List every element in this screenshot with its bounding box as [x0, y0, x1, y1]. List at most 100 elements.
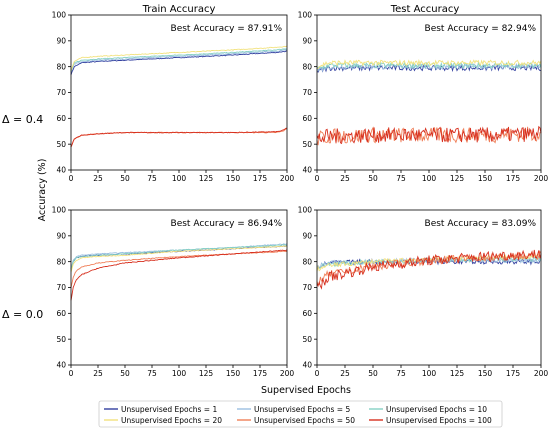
y-axis-label: Accuracy (%) [37, 159, 48, 222]
y-tick-label: 60 [56, 309, 66, 318]
y-tick-label: 100 [298, 206, 313, 215]
series-line-6 [70, 127, 288, 147]
x-tick-label: 175 [506, 369, 521, 378]
panel-train-row1: 0 25 50 75 100 125 150 175 200 40 50 60 70 80 90 100 Bes… [52, 11, 295, 183]
x-tick-label: 100 [172, 369, 187, 378]
legend-entry-10: Unsupervised Epochs = 10 [369, 405, 487, 414]
series-line-6 [70, 249, 288, 301]
y-tick-label: 90 [56, 36, 66, 45]
legend-label-50: Unsupervised Epochs = 50 [254, 416, 355, 425]
x-tick-label: 125 [199, 174, 214, 183]
x-tick-label: 100 [172, 174, 187, 183]
x-tick-label: 75 [147, 369, 157, 378]
legend-label-10: Unsupervised Epochs = 10 [386, 405, 487, 414]
legend-entry-100: Unsupervised Epochs = 100 [369, 416, 492, 425]
x-tick-label: 75 [147, 174, 157, 183]
panel-train-row2: 0 25 50 75 100 125 150 175 200 40 50 60 70 80 90 100 Bes… [52, 206, 295, 378]
panel-title-test: Test Accuracy [390, 4, 460, 15]
x-tick-label: 0 [315, 369, 320, 378]
series-line-2 [70, 49, 288, 72]
x-tick-label: 200 [534, 174, 549, 183]
plot-frame [70, 209, 288, 366]
x-tick-label: 175 [506, 174, 521, 183]
legend-entry-5: Unsupervised Epochs = 5 [237, 405, 350, 414]
series-line-3 [70, 48, 287, 72]
y-tick-label: 80 [302, 257, 312, 266]
panel-test-row2: 0 25 50 75 100 125 150 175 200 40 50 60 70 80 90 100 Bes… [298, 206, 549, 378]
x-tick-label: 175 [253, 369, 268, 378]
row-label-delta-04: Δ = 0.4 [2, 113, 43, 126]
y-tick-label: 100 [298, 11, 313, 20]
x-tick-label: 125 [450, 174, 465, 183]
plot-frame [316, 209, 542, 366]
x-tick-label: 175 [253, 174, 268, 183]
series-line-6 [316, 249, 542, 290]
x-tick-label: 150 [226, 174, 241, 183]
y-tick-label: 80 [56, 62, 66, 71]
y-tick-label: 50 [302, 140, 312, 149]
x-tick-label: 50 [120, 174, 130, 183]
x-tick-label: 50 [368, 174, 378, 183]
x-axis-label: Supervised Epochs [261, 385, 351, 396]
y-tick-label: 60 [56, 114, 66, 123]
y-tick-label: 90 [302, 231, 312, 240]
series-line-4 [70, 245, 288, 273]
y-tick-label: 70 [302, 88, 312, 97]
y-tick-label: 40 [302, 361, 312, 370]
y-tick-label: 80 [56, 257, 66, 266]
series-line-4 [316, 58, 542, 69]
y-tick-label: 50 [56, 140, 66, 149]
x-tick-label: 150 [226, 369, 241, 378]
y-tick-label: 60 [302, 309, 312, 318]
x-tick-label: 150 [478, 174, 493, 183]
x-tick-label: 25 [93, 174, 103, 183]
y-tick-label: 50 [56, 335, 66, 344]
series-line-2 [70, 243, 288, 270]
x-tick-label: 200 [280, 174, 295, 183]
legend-entry-1: Unsupervised Epochs = 1 [104, 405, 217, 414]
best-accuracy-annotation: Best Accuracy = 83.09% [425, 219, 537, 229]
legend-label-20: Unsupervised Epochs = 20 [121, 416, 222, 425]
y-tick-label: 50 [302, 335, 312, 344]
x-tick-label: 0 [315, 174, 320, 183]
x-tick-label: 100 [422, 369, 437, 378]
y-tick-label: 60 [302, 114, 312, 123]
legend-entry-50: Unsupervised Epochs = 50 [237, 416, 355, 425]
y-tick-label: 70 [56, 283, 66, 292]
legend-label-100: Unsupervised Epochs = 100 [386, 416, 492, 425]
series-line-4 [70, 45, 288, 71]
series-line-3 [70, 244, 288, 271]
x-tick-label: 125 [199, 369, 214, 378]
y-tick-label: 90 [56, 231, 66, 240]
x-tick-label: 150 [478, 369, 493, 378]
panels: 0 25 50 75 100 125 150 175 200 40 50 60 70 80 90 100 Bes… [52, 11, 549, 378]
y-tick-label: 40 [56, 166, 66, 175]
x-tick-label: 0 [69, 369, 74, 378]
series-line-5 [70, 250, 288, 288]
y-tick-label: 80 [302, 62, 312, 71]
series-line-5 [316, 126, 542, 146]
x-tick-label: 200 [534, 369, 549, 378]
series-line-6 [316, 125, 542, 145]
legend-label-1: Unsupervised Epochs = 1 [121, 405, 217, 414]
legend-label-5: Unsupervised Epochs = 5 [254, 405, 350, 414]
x-tick-label: 75 [396, 174, 406, 183]
x-tick-label: 50 [120, 369, 130, 378]
y-tick-label: 100 [52, 11, 67, 20]
y-tick-label: 40 [302, 166, 312, 175]
x-tick-label: 0 [69, 174, 74, 183]
y-tick-label: 40 [56, 361, 66, 370]
x-tick-label: 75 [396, 369, 406, 378]
y-tick-label: 90 [302, 36, 312, 45]
x-tick-label: 25 [340, 174, 350, 183]
legend: Unsupervised Epochs = 1 Unsupervised Epo… [98, 400, 503, 428]
x-tick-label: 25 [340, 369, 350, 378]
x-tick-label: 25 [93, 369, 103, 378]
panel-test-row1: 0 25 50 75 100 125 150 175 200 40 50 60 70 80 90 100 Bes… [298, 11, 549, 183]
best-accuracy-annotation: Best Accuracy = 87.91% [171, 24, 283, 34]
series-line-1 [70, 50, 288, 75]
best-accuracy-annotation: Best Accuracy = 82.94% [425, 24, 537, 34]
legend-entry-20: Unsupervised Epochs = 20 [104, 416, 222, 425]
series-line-5 [70, 128, 288, 148]
